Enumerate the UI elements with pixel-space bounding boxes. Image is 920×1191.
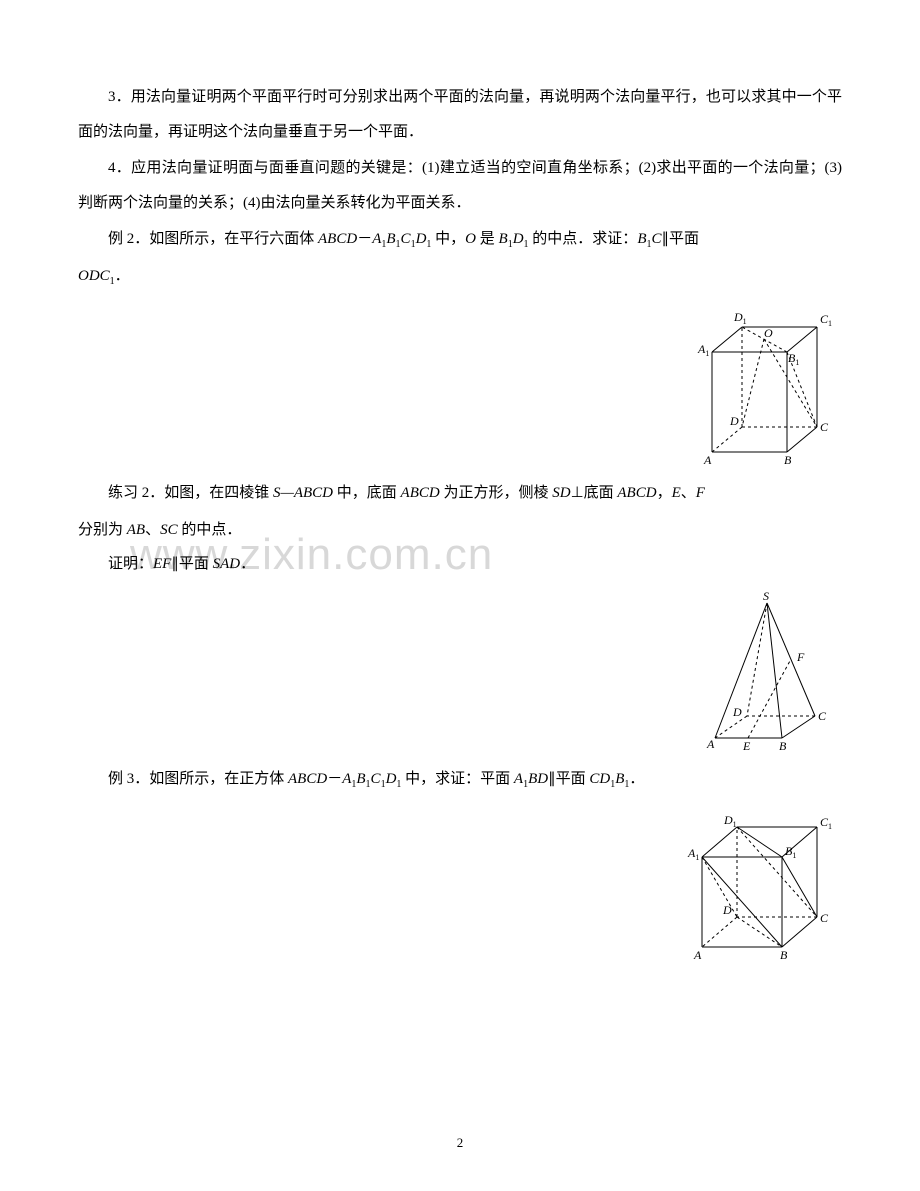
math-o: O xyxy=(465,231,476,247)
math: B xyxy=(356,771,365,787)
practice-2-prove: 证明：EF∥平面 SAD． xyxy=(78,547,842,582)
example-2-text-line2: ODC1． xyxy=(78,259,842,294)
label-f: F xyxy=(796,650,805,664)
figure-2-pyramid: S F D C A E B xyxy=(697,588,842,758)
label-o: O xyxy=(764,326,773,340)
text: ， xyxy=(657,485,672,501)
figure-3-cube: A B C D A1 B1 C1 D1 xyxy=(682,802,842,967)
practice-2-text-line2: 分别为 AB、SC 的中点． xyxy=(78,513,842,548)
label-c: C xyxy=(820,911,829,925)
label-a: A xyxy=(706,737,715,751)
paragraph-4: 4．应用法向量证明面与面垂直问题的关键是：(1)建立适当的空间直角坐标系；(2)… xyxy=(78,151,842,220)
label-c1: C1 xyxy=(820,815,832,831)
text: 中， xyxy=(431,231,465,247)
text: 的中点． xyxy=(178,522,242,538)
label-c1: C1 xyxy=(820,312,832,328)
label-c: C xyxy=(818,709,827,723)
math: BD xyxy=(528,771,548,787)
label-b: B xyxy=(780,948,788,962)
text: 中，求证：平面 xyxy=(401,771,514,787)
text: 、 xyxy=(681,485,696,501)
math: ABCD xyxy=(288,771,327,787)
text: 例 2．如图所示，在平行六面体 xyxy=(108,231,318,247)
text: 为正方形，侧棱 xyxy=(440,485,553,501)
dash: － xyxy=(357,231,372,247)
math: AB xyxy=(127,522,145,538)
math: B xyxy=(386,231,395,247)
math: SC xyxy=(160,522,178,538)
figure-1-parallelepiped: A B C D A1 B1 C1 D1 O xyxy=(692,297,842,472)
paragraph-3: 3．用法向量证明两个平面平行时可分别求出两个平面的法向量，再说明两个法向量平行，… xyxy=(78,80,842,149)
math-abcd: ABCD xyxy=(318,231,357,247)
text: 中，底面 xyxy=(333,485,401,501)
math: S—ABCD xyxy=(273,485,333,501)
text: ⊥底面 xyxy=(571,485,618,501)
math: ODC xyxy=(78,268,110,284)
math: EF xyxy=(153,556,171,572)
example-2-text: 例 2．如图所示，在平行六面体 ABCD－A1B1C1D1 中，O 是 B1D1… xyxy=(78,222,842,257)
label-c: C xyxy=(820,420,829,434)
label-d1: D1 xyxy=(723,813,737,829)
text: 证明： xyxy=(108,556,153,572)
math: D xyxy=(513,231,524,247)
math: C xyxy=(651,231,661,247)
text: ∥平面 xyxy=(171,556,212,572)
math: A xyxy=(342,771,351,787)
text: ． xyxy=(240,556,255,572)
label-b1: B1 xyxy=(788,351,799,367)
label-b: B xyxy=(779,739,787,753)
math: SD xyxy=(552,485,570,501)
math: F xyxy=(696,485,705,501)
label-a1: A1 xyxy=(697,342,709,358)
label-b: B xyxy=(784,453,792,467)
label-d: D xyxy=(729,414,739,428)
practice-2-text: 练习 2．如图，在四棱锥 S—ABCD 中，底面 ABCD 为正方形，侧棱 SD… xyxy=(78,476,842,511)
label-d: D xyxy=(722,903,732,917)
math: E xyxy=(672,485,681,501)
example-3-text: 例 3．如图所示，在正方体 ABCD－A1B1C1D1 中，求证：平面 A1BD… xyxy=(78,762,842,797)
page-number: 2 xyxy=(0,1135,920,1151)
math: B xyxy=(499,231,508,247)
dash: － xyxy=(327,771,342,787)
text: 、 xyxy=(145,522,160,538)
math: C xyxy=(401,231,411,247)
text: ． xyxy=(115,268,130,284)
text: 分别为 xyxy=(78,522,127,538)
math: CD xyxy=(589,771,610,787)
math: ABCD xyxy=(401,485,440,501)
text: 的中点．求证： xyxy=(529,231,638,247)
math: ABCD xyxy=(617,485,656,501)
text: 例 3．如图所示，在正方体 xyxy=(108,771,288,787)
math: C xyxy=(371,771,381,787)
label-s: S xyxy=(763,589,769,603)
label-e: E xyxy=(742,739,751,753)
text: 练习 2．如图，在四棱锥 xyxy=(108,485,273,501)
math-a1b1c1d1: A xyxy=(372,231,381,247)
math: B xyxy=(615,771,624,787)
label-a: A xyxy=(703,453,712,467)
label-d1: D1 xyxy=(733,310,747,326)
label-d: D xyxy=(732,705,742,719)
math: D xyxy=(416,231,427,247)
label-a: A xyxy=(693,948,702,962)
label-a1: A1 xyxy=(687,846,699,862)
text: 是 xyxy=(476,231,499,247)
text: ． xyxy=(629,771,644,787)
text: ∥平面 xyxy=(548,771,589,787)
math: SAD xyxy=(213,556,241,572)
math: A xyxy=(514,771,523,787)
text: ∥平面 xyxy=(662,231,700,247)
math: D xyxy=(386,771,397,787)
